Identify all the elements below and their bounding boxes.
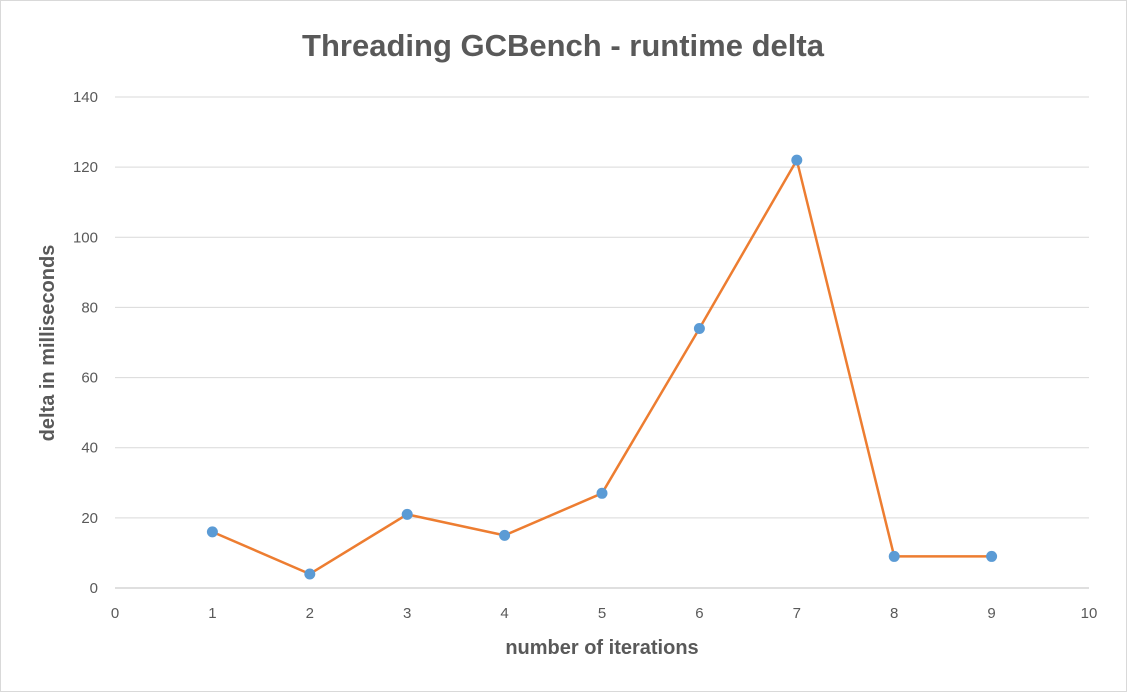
series-line-segment [405, 513, 506, 537]
y-tick-label: 60 [81, 370, 98, 387]
x-tick-label: 6 [695, 605, 703, 622]
y-axis-ticks: 0 20 40 60 80 100 120 140 [73, 89, 98, 597]
x-tick-label: 2 [306, 605, 314, 622]
y-tick-label: 20 [81, 510, 98, 527]
series-points [206, 154, 998, 580]
data-point [304, 568, 316, 580]
series-line-segment [211, 530, 312, 576]
data-point [791, 154, 803, 166]
chart-title: Threading GCBench - runtime delta [302, 28, 825, 63]
y-tick-label: 80 [81, 299, 98, 316]
data-point [986, 550, 998, 562]
x-axis-title: number of iterations [505, 637, 698, 659]
y-tick-label: 40 [81, 440, 98, 457]
x-axis-ticks: 0 1 2 3 4 5 6 7 8 9 10 [111, 605, 1098, 622]
x-tick-label: 8 [890, 605, 898, 622]
series-line-segment [308, 513, 409, 576]
x-tick-label: 9 [987, 605, 995, 622]
series-line-segment [698, 158, 799, 330]
data-point [401, 508, 413, 520]
data-point [499, 529, 511, 541]
series-line-segment [600, 327, 701, 495]
x-tick-label: 5 [598, 605, 606, 622]
grid [115, 96, 1089, 589]
x-tick-label: 7 [793, 605, 801, 622]
y-tick-label: 0 [90, 580, 98, 597]
data-point [888, 550, 900, 562]
y-axis-title: delta in milliseconds [37, 245, 59, 442]
data-point [206, 526, 218, 538]
x-tick-label: 10 [1081, 605, 1098, 622]
y-tick-label: 100 [73, 229, 98, 246]
y-tick-label: 120 [73, 159, 98, 176]
series-line-segment [503, 492, 604, 537]
series-line-segment [795, 158, 896, 558]
series-lines [211, 158, 993, 576]
x-tick-label: 3 [403, 605, 411, 622]
data-point [596, 487, 608, 499]
y-tick-label: 140 [73, 89, 98, 106]
x-tick-label: 4 [500, 605, 508, 622]
x-tick-label: 1 [208, 605, 216, 622]
data-point [693, 322, 705, 334]
x-tick-label: 0 [111, 605, 119, 622]
